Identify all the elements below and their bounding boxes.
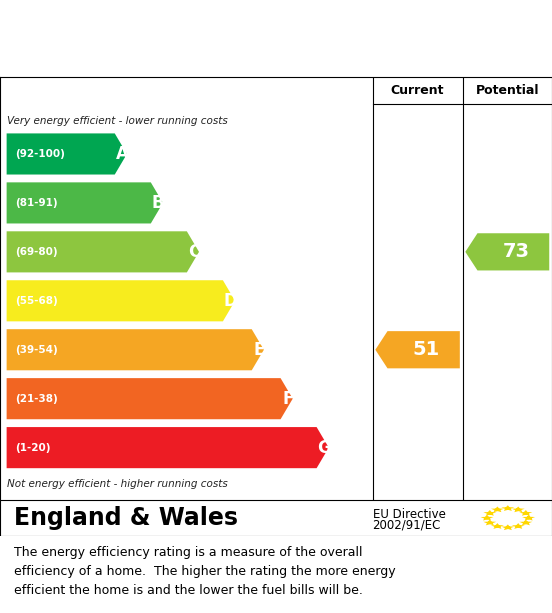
Text: EU Directive: EU Directive (373, 508, 445, 521)
Polygon shape (7, 329, 264, 370)
Text: E: E (253, 341, 265, 359)
Polygon shape (7, 280, 235, 321)
Text: 2002/91/EC: 2002/91/EC (373, 518, 441, 531)
Polygon shape (522, 515, 535, 520)
Text: 51: 51 (413, 340, 440, 359)
Polygon shape (7, 378, 293, 419)
Text: The energy efficiency rating is a measure of the overall
efficiency of a home.  : The energy efficiency rating is a measur… (14, 546, 395, 596)
Polygon shape (484, 520, 496, 525)
Polygon shape (7, 427, 329, 468)
Text: (69-80): (69-80) (15, 247, 57, 257)
Text: (21-38): (21-38) (15, 394, 57, 404)
Polygon shape (512, 506, 525, 512)
Polygon shape (491, 523, 504, 529)
Polygon shape (375, 331, 460, 368)
Polygon shape (519, 520, 532, 525)
Polygon shape (7, 231, 199, 272)
Polygon shape (512, 523, 525, 529)
Text: D: D (224, 292, 237, 310)
Polygon shape (491, 506, 504, 512)
Text: 73: 73 (503, 242, 529, 261)
Text: (55-68): (55-68) (15, 296, 57, 306)
Text: Not energy efficient - higher running costs: Not energy efficient - higher running co… (7, 479, 227, 489)
Text: F: F (282, 390, 294, 408)
Text: C: C (188, 243, 200, 261)
Text: (81-91): (81-91) (15, 198, 57, 208)
Text: Very energy efficient - lower running costs: Very energy efficient - lower running co… (7, 116, 227, 126)
Text: Current: Current (391, 84, 444, 97)
Polygon shape (465, 234, 549, 270)
Polygon shape (501, 525, 514, 530)
Polygon shape (7, 134, 127, 175)
Text: B: B (152, 194, 164, 212)
Polygon shape (484, 510, 496, 516)
Polygon shape (501, 505, 514, 511)
Text: G: G (317, 439, 331, 457)
Text: Potential: Potential (475, 84, 539, 97)
Text: (1-20): (1-20) (15, 443, 50, 452)
Text: England & Wales: England & Wales (14, 506, 238, 530)
Text: (92-100): (92-100) (15, 149, 65, 159)
Text: A: A (115, 145, 129, 163)
Polygon shape (7, 182, 163, 224)
Text: Energy Efficiency Rating: Energy Efficiency Rating (113, 26, 439, 50)
Polygon shape (481, 515, 493, 520)
Polygon shape (519, 510, 532, 516)
Text: (39-54): (39-54) (15, 345, 57, 355)
